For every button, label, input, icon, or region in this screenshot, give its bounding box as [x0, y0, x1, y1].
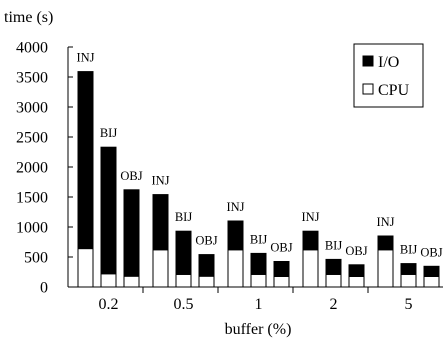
- bar-segment-io: [273, 261, 290, 277]
- bar-segment-cpu: [325, 273, 342, 288]
- legend-swatch-io: [362, 55, 374, 67]
- legend-label-io: I/O: [378, 54, 399, 71]
- y-tick-label: 4000: [16, 40, 48, 57]
- legend-swatch-cpu: [362, 83, 374, 95]
- bar-segment-io: [400, 263, 417, 275]
- bar-segment-cpu: [123, 275, 140, 288]
- bar-segment-cpu: [198, 275, 215, 288]
- bar-method-label: INJ: [76, 51, 94, 65]
- bar-method-label: BIJ: [250, 232, 268, 246]
- bar-method-label: BIJ: [175, 210, 193, 224]
- y-tick-label: 1000: [16, 220, 48, 237]
- bar-method-label: INJ: [226, 200, 244, 214]
- bar-segment-cpu: [273, 276, 290, 288]
- bar-segment-cpu: [400, 273, 417, 288]
- bar-segment-cpu: [175, 273, 192, 288]
- bar-segment-io: [152, 194, 169, 251]
- bar-segment-cpu: [152, 249, 169, 288]
- bar-method-label: OBJ: [345, 244, 367, 258]
- bar-segment-io: [123, 189, 140, 277]
- bar-segment-io: [227, 220, 244, 251]
- bar-segment-io: [423, 265, 440, 277]
- bar-segment-cpu: [77, 248, 94, 288]
- x-tick-label: 0.5: [174, 296, 194, 313]
- y-axis: 0 500 1000 1500 2000 2500 3000 3500 4000: [16, 40, 73, 297]
- y-tick-label: 500: [24, 250, 48, 267]
- bars: [77, 71, 440, 288]
- y-tick-label: 2000: [16, 160, 48, 177]
- bar-method-label: INJ: [376, 215, 394, 229]
- bar-method-label: OBJ: [270, 241, 292, 255]
- bar-method-label: OBJ: [420, 245, 442, 259]
- legend-label-cpu: CPU: [378, 82, 410, 99]
- y-tick-label: 1500: [16, 190, 48, 207]
- y-tick-label: 2500: [16, 130, 48, 147]
- x-tick-label: 5: [405, 296, 413, 313]
- bar-method-label: OBJ: [195, 234, 217, 248]
- bar-segment-cpu: [348, 276, 365, 288]
- bar-method-label: OBJ: [120, 169, 142, 183]
- bar-segment-cpu: [423, 276, 440, 288]
- bar-segment-io: [77, 71, 94, 250]
- y-tick-label: 3500: [16, 70, 48, 87]
- bar-segment-cpu: [227, 249, 244, 288]
- bar-segment-io: [377, 235, 394, 251]
- x-tick-label: 1: [255, 296, 263, 313]
- bar-method-label: INJ: [301, 210, 319, 224]
- bar-method-label: INJ: [151, 174, 169, 188]
- bar-segment-cpu: [377, 249, 394, 288]
- x-axis: 0.2 0.5 1 2 5: [68, 286, 443, 313]
- bar-segment-cpu: [100, 273, 117, 288]
- bar-segment-io: [325, 258, 342, 275]
- bar-segment-io: [250, 252, 267, 275]
- y-axis-label: time (s): [4, 9, 53, 26]
- y-tick-label: 3000: [16, 100, 48, 117]
- legend-box: [353, 43, 424, 108]
- y-tick-label: 0: [40, 280, 48, 297]
- bar-segment-io: [348, 264, 365, 277]
- x-axis-label: buffer (%): [225, 321, 292, 338]
- bar-segment-cpu: [250, 273, 267, 288]
- bar-method-label: BIJ: [100, 126, 118, 140]
- x-tick-label: 2: [330, 296, 338, 313]
- bar-segment-io: [302, 230, 319, 251]
- bar-segment-io: [100, 146, 117, 275]
- bar-segment-cpu: [302, 249, 319, 288]
- x-tick-label: 0.2: [99, 296, 119, 313]
- bar-method-label: BIJ: [325, 238, 343, 252]
- legend: I/O CPU: [353, 43, 424, 108]
- bar-segment-io: [198, 254, 215, 277]
- bar-method-label: BIJ: [400, 243, 418, 257]
- bar-segment-io: [175, 230, 192, 275]
